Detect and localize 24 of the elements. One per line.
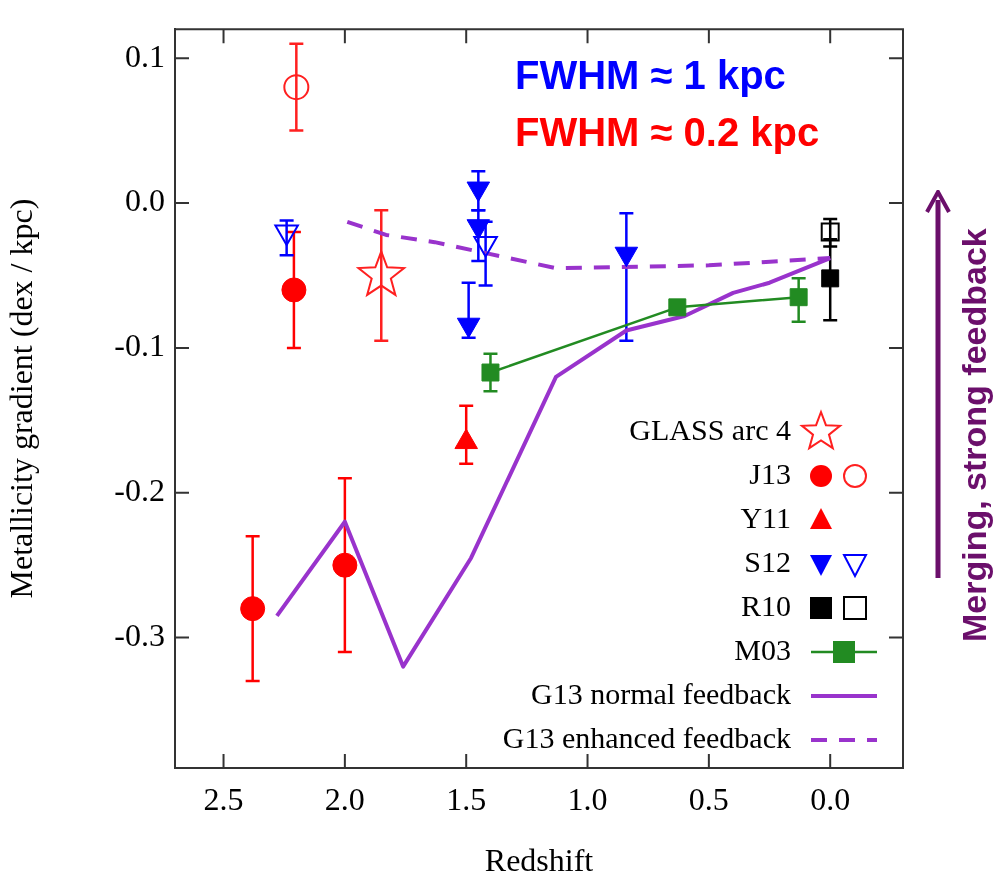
x-tick-label: 2.5 (203, 780, 244, 817)
x-axis-title: Redshift (484, 842, 594, 879)
legend-label: Y11 (740, 500, 791, 534)
y-axis-title: Metallicity gradient (dex / kpc) (2, 198, 39, 599)
legend-label: GLASS arc 4 (629, 412, 791, 446)
x-tick-label: 0.0 (810, 780, 851, 817)
legend-label: G13 normal feedback (531, 676, 791, 710)
x-tick-label: 1.5 (446, 780, 487, 817)
legend-label: G13 enhanced feedback (502, 720, 791, 754)
annotation: FWHM ≈ 1 kpc (515, 53, 786, 98)
x-tick-label: 0.5 (688, 780, 729, 817)
legend-label: J13 (749, 456, 791, 490)
y-tick-label: 0.1 (125, 37, 165, 74)
legend-label: M03 (734, 632, 791, 666)
y-tick-label: 0.0 (125, 182, 165, 219)
annotation: FWHM ≈ 0.2 kpc (515, 110, 820, 155)
legend-label: R10 (740, 588, 791, 622)
x-tick-label: 1.0 (567, 780, 608, 817)
text: Merging, strong feedback (955, 227, 994, 644)
y-tick-label: -0.3 (114, 617, 165, 654)
y-tick-label: -0.1 (114, 327, 165, 364)
y-tick-label: -0.2 (114, 472, 165, 509)
x-tick-label: 2.0 (324, 780, 365, 817)
legend-label: S12 (744, 544, 791, 578)
